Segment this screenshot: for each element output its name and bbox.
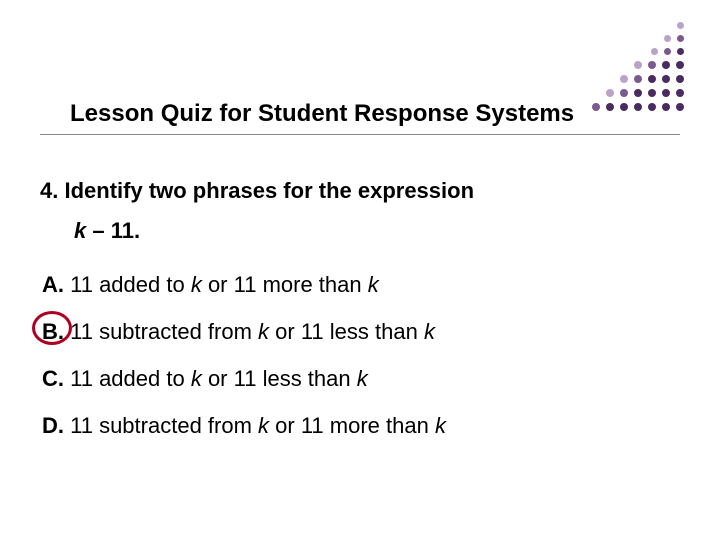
title-section: Lesson Quiz for Student Response Systems: [40, 100, 680, 135]
decorative-dots: [592, 22, 684, 117]
option-text-pre: 11 subtracted from: [70, 413, 258, 438]
option-text-pre: 11 added to: [70, 272, 191, 297]
question-number: 4.: [40, 178, 58, 203]
option-label: A.: [42, 272, 64, 297]
lesson-title: Lesson Quiz for Student Response Systems: [40, 100, 680, 135]
option-text-mid: or 11 more than: [202, 272, 368, 297]
question-text: 4. Identify two phrases for the expressi…: [40, 171, 680, 250]
option-var: k: [191, 272, 202, 297]
option-text-mid: or 11 more than: [269, 413, 435, 438]
option-var: k: [258, 319, 269, 344]
option-text-pre: 11 subtracted from: [70, 319, 258, 344]
option-var: k: [258, 413, 269, 438]
option-label: B.: [42, 319, 64, 344]
option-var: k: [424, 319, 435, 344]
question-expr: – 11.: [86, 218, 140, 243]
option-c[interactable]: C. 11 added to k or 11 less than k: [42, 362, 680, 395]
option-text-mid: or 11 less than: [269, 319, 424, 344]
option-var: k: [191, 366, 202, 391]
option-label: D.: [42, 413, 64, 438]
option-label: C.: [42, 366, 64, 391]
option-b[interactable]: B. 11 subtracted from k or 11 less than …: [42, 315, 680, 348]
options-list: A. 11 added to k or 11 more than k B. 11…: [40, 268, 680, 442]
option-d[interactable]: D. 11 subtracted from k or 11 more than …: [42, 409, 680, 442]
question-variable: k: [74, 218, 86, 243]
option-a[interactable]: A. 11 added to k or 11 more than k: [42, 268, 680, 301]
option-text-pre: 11 added to: [70, 366, 191, 391]
option-var: k: [357, 366, 368, 391]
option-text-mid: or 11 less than: [202, 366, 357, 391]
question-prompt: Identify two phrases for the expression: [64, 178, 474, 203]
option-var: k: [368, 272, 379, 297]
option-var: k: [435, 413, 446, 438]
